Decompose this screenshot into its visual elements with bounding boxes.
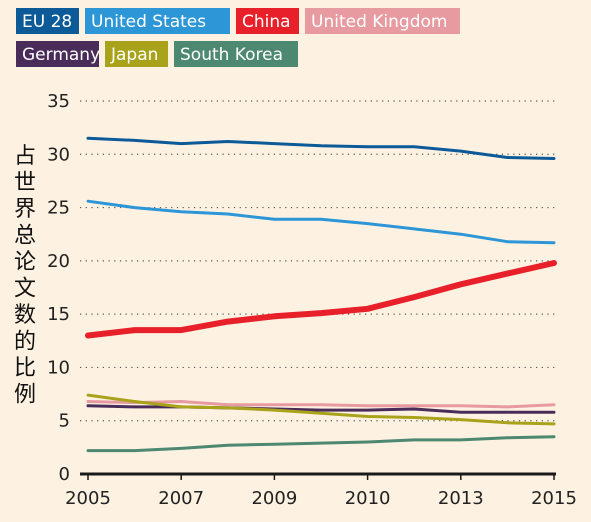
y-tick-label: 30 (47, 144, 70, 165)
legend-item: EU 28 (16, 8, 79, 34)
legend-swatch (85, 8, 230, 34)
y-tick-label: 20 (47, 251, 70, 272)
y-tick-label: 15 (47, 304, 70, 325)
x-tick-label: 2005 (65, 488, 111, 509)
legend-item: Japan (105, 41, 168, 67)
legend-label: EU 28 (22, 12, 72, 32)
legend-item: South Korea (174, 41, 298, 67)
series-line-germany (86, 404, 556, 414)
legend-swatch (305, 8, 460, 34)
legend-swatch (174, 41, 298, 67)
legend-item: United Kingdom (305, 8, 460, 34)
y-tick-label: 10 (47, 357, 70, 378)
legend-label: United Kingdom (311, 12, 447, 32)
legend-item: Germany (16, 41, 100, 67)
x-tick-label: 2010 (345, 488, 391, 509)
y-tick-label: 5 (59, 411, 70, 432)
legend-item: China (236, 8, 299, 34)
y-tick-label: 25 (47, 198, 70, 219)
series-line-china (85, 260, 557, 339)
legend-label: Germany (22, 45, 100, 65)
legend-swatch (236, 8, 299, 34)
series-line-eu-28 (86, 136, 556, 160)
legend-label: China (242, 12, 291, 32)
series-line-japan (86, 393, 556, 426)
y-tick-label: 0 (59, 464, 70, 485)
x-tick-label: 2015 (531, 488, 577, 509)
legend-swatch (16, 8, 79, 34)
legend-label: United States (91, 12, 206, 32)
x-tick-label: 2013 (438, 488, 484, 509)
legend-swatch (16, 41, 99, 67)
x-tick-label: 2007 (158, 488, 204, 509)
y-tick-label: 35 (47, 91, 70, 112)
legend-label: South Korea (180, 45, 283, 65)
series-line-united-states (86, 199, 556, 245)
y-axis-label: 占世界总论文数的比例 (14, 144, 36, 408)
legend-swatch (105, 41, 168, 67)
series-line-south-korea (86, 435, 556, 453)
legend-item: United States (85, 8, 230, 34)
series-line-united-kingdom (86, 400, 556, 409)
x-tick-label: 2009 (251, 488, 297, 509)
legend-label: Japan (110, 45, 158, 65)
